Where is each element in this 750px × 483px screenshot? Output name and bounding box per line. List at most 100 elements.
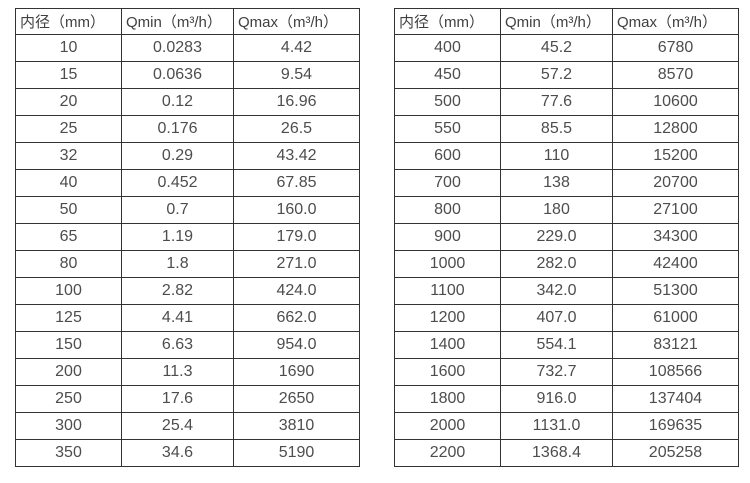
table-cell: 250 <box>15 385 122 413</box>
table-cell: 20 <box>15 88 122 116</box>
table-row: 250 17.6 2650 <box>15 385 360 413</box>
table-cell: 9.54 <box>233 61 360 89</box>
table-cell: 17.6 <box>121 385 234 413</box>
table-cell: 27100 <box>612 196 739 224</box>
table-cell: 77.6 <box>500 88 613 116</box>
table-cell: 42400 <box>612 250 739 278</box>
table-cell: 1.19 <box>121 223 234 251</box>
table-cell: 15 <box>15 61 122 89</box>
table-cell: 1000 <box>394 250 501 278</box>
table-cell: 424.0 <box>233 277 360 305</box>
table-cell: 5190 <box>233 439 360 467</box>
table-row: 450 57.2 8570 <box>394 61 739 89</box>
table-cell: 4.41 <box>121 304 234 332</box>
table-cell: 10600 <box>612 88 739 116</box>
table-cell: 6.63 <box>121 331 234 359</box>
table-cell: 0.7 <box>121 196 234 224</box>
table-cell: 169635 <box>612 412 739 440</box>
table-cell: 200 <box>15 358 122 386</box>
table-row: 15 0.0636 9.54 <box>15 61 360 89</box>
table-cell: 0.452 <box>121 169 234 197</box>
table-cell: 1400 <box>394 331 501 359</box>
table-cell: 350 <box>15 439 122 467</box>
table-cell: 1690 <box>233 358 360 386</box>
table-cell: 0.29 <box>121 142 234 170</box>
table-cell: 3810 <box>233 412 360 440</box>
table-cell: 45.2 <box>500 34 613 62</box>
table-cell: 342.0 <box>500 277 613 305</box>
table-cell: 662.0 <box>233 304 360 332</box>
table-cell: 600 <box>394 142 501 170</box>
column-header: Qmax（m³/h） <box>233 8 360 35</box>
table-cell: 57.2 <box>500 61 613 89</box>
table-cell: 180 <box>500 196 613 224</box>
table-cell: 400 <box>394 34 501 62</box>
table-row: 550 85.5 12800 <box>394 115 739 143</box>
table-cell: 108566 <box>612 358 739 386</box>
table-cell: 900 <box>394 223 501 251</box>
table-row: 80 1.8 271.0 <box>15 250 360 278</box>
table-cell: 1131.0 <box>500 412 613 440</box>
table-cell: 40 <box>15 169 122 197</box>
table-row: 20 0.12 16.96 <box>15 88 360 116</box>
table-cell: 15200 <box>612 142 739 170</box>
table-row: 500 77.6 10600 <box>394 88 739 116</box>
table-cell: 110 <box>500 142 613 170</box>
column-header: Qmax（m³/h） <box>612 8 739 35</box>
table-cell: 6780 <box>612 34 739 62</box>
table-row: 40 0.452 67.85 <box>15 169 360 197</box>
table-cell: 271.0 <box>233 250 360 278</box>
table-cell: 1800 <box>394 385 501 413</box>
table-cell: 16.96 <box>233 88 360 116</box>
table-cell: 954.0 <box>233 331 360 359</box>
table-row: 2000 1131.0 169635 <box>394 412 739 440</box>
table-cell: 1368.4 <box>500 439 613 467</box>
table-cell: 138 <box>500 169 613 197</box>
table-cell: 500 <box>394 88 501 116</box>
table-cell: 179.0 <box>233 223 360 251</box>
table-cell: 1100 <box>394 277 501 305</box>
table-row: 125 4.41 662.0 <box>15 304 360 332</box>
table-cell: 450 <box>394 61 501 89</box>
table-cell: 732.7 <box>500 358 613 386</box>
table-cell: 2200 <box>394 439 501 467</box>
table-cell: 0.0636 <box>121 61 234 89</box>
table-cell: 34.6 <box>121 439 234 467</box>
table-cell: 32 <box>15 142 122 170</box>
table-row: 700 138 20700 <box>394 169 739 197</box>
table-cell: 1.8 <box>121 250 234 278</box>
table-row: 10 0.0283 4.42 <box>15 34 360 62</box>
table-row: 400 45.2 6780 <box>394 34 739 62</box>
table-cell: 125 <box>15 304 122 332</box>
table-row: 600 110 15200 <box>394 142 739 170</box>
table-cell: 282.0 <box>500 250 613 278</box>
table-cell: 61000 <box>612 304 739 332</box>
header-row: 内径（mm） Qmin（m³/h） Qmax（m³/h） <box>15 8 360 35</box>
table-row: 1100 342.0 51300 <box>394 277 739 305</box>
table-row: 1200 407.0 61000 <box>394 304 739 332</box>
table-cell: 10 <box>15 34 122 62</box>
table-cell: 34300 <box>612 223 739 251</box>
table-cell: 43.42 <box>233 142 360 170</box>
table-cell: 2650 <box>233 385 360 413</box>
table-row: 100 2.82 424.0 <box>15 277 360 305</box>
table-cell: 100 <box>15 277 122 305</box>
table-row: 900 229.0 34300 <box>394 223 739 251</box>
table-row: 1600 732.7 108566 <box>394 358 739 386</box>
table-cell: 80 <box>15 250 122 278</box>
table-cell: 150 <box>15 331 122 359</box>
table-row: 65 1.19 179.0 <box>15 223 360 251</box>
table-cell: 0.0283 <box>121 34 234 62</box>
table-row: 1000 282.0 42400 <box>394 250 739 278</box>
table-cell: 1200 <box>394 304 501 332</box>
table-row: 350 34.6 5190 <box>15 439 360 467</box>
table-cell: 25 <box>15 115 122 143</box>
table-cell: 25.4 <box>121 412 234 440</box>
table-cell: 2000 <box>394 412 501 440</box>
tables-wrap: 内径（mm） Qmin（m³/h） Qmax（m³/h） 10 0.0283 4.42 15… <box>15 8 739 467</box>
table-cell: 0.176 <box>121 115 234 143</box>
table-row: 800 180 27100 <box>394 196 739 224</box>
table-row: 50 0.7 160.0 <box>15 196 360 224</box>
table-cell: 85.5 <box>500 115 613 143</box>
table-cell: 26.5 <box>233 115 360 143</box>
